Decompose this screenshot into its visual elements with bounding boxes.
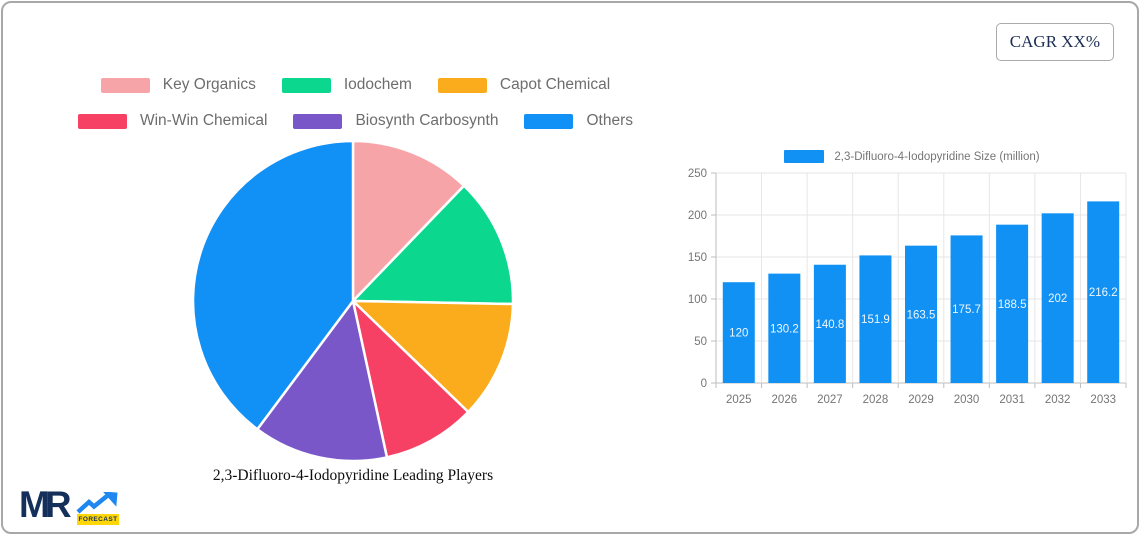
bar-2025 xyxy=(722,282,755,383)
legend-item-capot-chemical: Capot Chemical xyxy=(437,76,611,94)
bar-legend-swatch xyxy=(784,150,825,163)
bar-2031 xyxy=(996,224,1029,383)
bar-legend: 2,3-Difluoro-4-Iodopyridine Size (millio… xyxy=(683,150,1140,163)
pie-slice-key-organics xyxy=(351,139,466,303)
legend-item-others: Others xyxy=(524,112,633,130)
legend-label-capot-chemical: Capot Chemical xyxy=(499,76,611,93)
legend-item-biosynth-carbosynth: Biosynth Carbosynth xyxy=(293,112,498,130)
bar-chart: 0 50 100 150 200 250 120 2025 130.2 2026 140.8 2027… xyxy=(683,165,1140,415)
legend-swatch-win-win-chemical xyxy=(77,113,127,129)
mr-forecast-logo: MR FORECAST xyxy=(19,484,129,530)
legend-label-others: Others xyxy=(586,112,633,129)
bar-legend-label: 2,3-Difluoro-4-Iodopyridine Size (millio… xyxy=(834,150,1040,163)
legend-item-win-win-chemical: Win-Win Chemical xyxy=(77,112,268,130)
bar-value-2030: 175.7 xyxy=(952,304,981,316)
legend-swatch-biosynth-carbosynth xyxy=(293,113,343,129)
logo-text: MR xyxy=(19,484,71,525)
x-tick-2028: 2028 xyxy=(863,394,889,406)
pie-chart xyxy=(189,137,517,465)
bar-value-2032: 202 xyxy=(1048,293,1067,305)
x-tick-2027: 2027 xyxy=(817,394,843,406)
bar-2033 xyxy=(1087,201,1120,383)
legend-label-win-win-chemical: Win-Win Chemical xyxy=(139,112,268,129)
x-tick-2025: 2025 xyxy=(726,394,752,406)
legend-swatch-key-organics xyxy=(100,77,150,93)
x-tick-2026: 2026 xyxy=(772,394,798,406)
trend-arrow-icon xyxy=(76,492,118,514)
bar-value-2028: 151.9 xyxy=(861,314,890,326)
x-tick-2029: 2029 xyxy=(908,394,934,406)
bar-value-2031: 188.5 xyxy=(998,299,1027,311)
y-tick-150: 150 xyxy=(688,252,707,264)
logo-badge: FORECAST xyxy=(77,514,119,525)
bar-value-2025: 120 xyxy=(729,328,748,340)
bar-value-2027: 140.8 xyxy=(815,319,844,331)
bar-2032 xyxy=(1041,213,1074,383)
legend-label-iodochem: Iodochem xyxy=(343,76,412,93)
y-tick-200: 200 xyxy=(688,210,707,222)
x-tick-2033: 2033 xyxy=(1090,394,1116,406)
legend-item-key-organics: Key Organics xyxy=(100,76,256,94)
pie-slice-capot-chemical xyxy=(351,299,515,414)
legend-swatch-capot-chemical xyxy=(437,77,487,93)
pie-slice-iodochem xyxy=(351,184,515,306)
x-tick-2031: 2031 xyxy=(999,394,1025,406)
y-tick-50: 50 xyxy=(694,336,707,348)
cagr-badge: CAGR XX% xyxy=(995,23,1114,61)
y-tick-0: 0 xyxy=(701,378,707,390)
pie-title: 2,3-Difluoro-4-Iodopyridine Leading Play… xyxy=(212,467,494,484)
y-tick-250: 250 xyxy=(688,168,707,180)
bar-2030 xyxy=(950,235,983,383)
bar-2027 xyxy=(813,264,846,383)
y-tick-100: 100 xyxy=(688,294,707,306)
pie-legend: Key Organics Iodochem Capot Chemical Win-Wi… xyxy=(33,76,678,130)
pie-slice-biosynth-carbosynth xyxy=(256,299,389,463)
x-tick-2032: 2032 xyxy=(1045,394,1071,406)
bar-2029 xyxy=(905,245,937,383)
legend-swatch-others xyxy=(524,113,574,129)
legend-label-key-organics: Key Organics xyxy=(162,76,256,93)
bar-value-2029: 163.5 xyxy=(907,309,936,321)
pie-slice-others xyxy=(191,139,355,431)
legend-swatch-iodochem xyxy=(281,77,331,93)
bar-value-2026: 130.2 xyxy=(770,323,799,335)
x-tick-2030: 2030 xyxy=(954,394,980,406)
legend-item-iodochem: Iodochem xyxy=(281,76,412,94)
bar-2026 xyxy=(768,273,801,383)
pie-slice-win-win-chemical xyxy=(351,299,470,459)
bar-value-2033: 216.2 xyxy=(1089,287,1118,299)
legend-label-biosynth-carbosynth: Biosynth Carbosynth xyxy=(355,112,499,129)
bar-2028 xyxy=(859,255,892,383)
